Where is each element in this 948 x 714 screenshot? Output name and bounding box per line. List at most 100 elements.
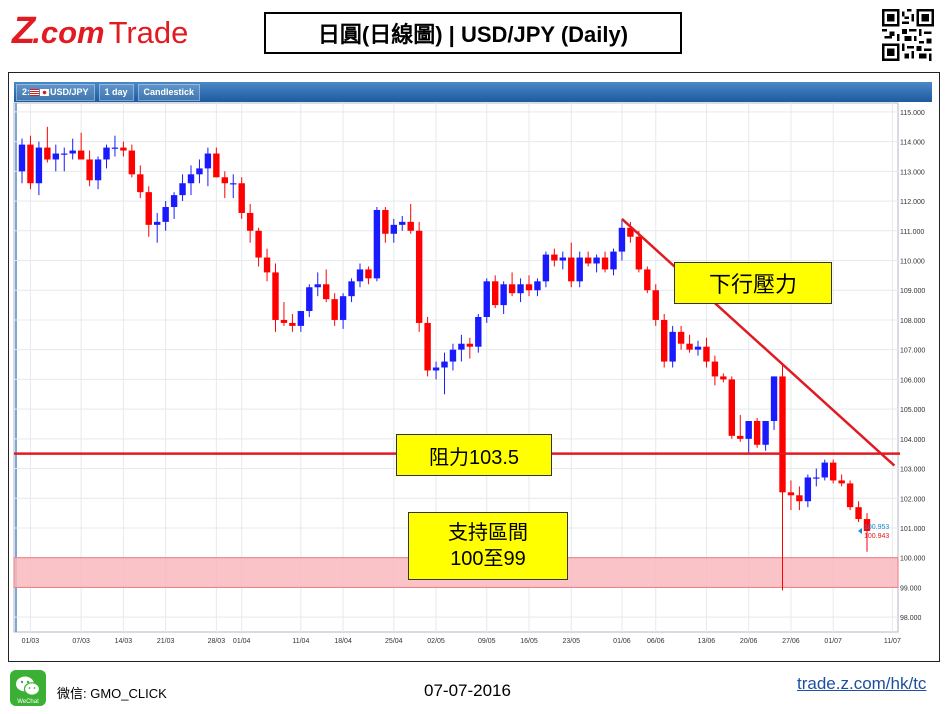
candle-body bbox=[703, 346, 710, 362]
chart-frame bbox=[8, 72, 940, 662]
candle-body bbox=[196, 168, 203, 175]
candle-body bbox=[69, 150, 76, 154]
x-tick-label: 11/04 bbox=[292, 638, 309, 645]
candle-body bbox=[686, 343, 693, 350]
candle-body bbox=[111, 147, 119, 149]
y-tick-label: 106.000 bbox=[900, 377, 925, 384]
y-tick-label: 100.000 bbox=[900, 556, 925, 563]
candle-body bbox=[466, 343, 474, 347]
candle-body bbox=[145, 192, 152, 225]
support-zone-label: 支持區間 100至99 bbox=[408, 512, 568, 580]
website-link[interactable]: trade.z.com/hk/tc bbox=[797, 674, 927, 693]
x-tick-label: 20/06 bbox=[740, 638, 758, 645]
price-marker-icon bbox=[858, 527, 862, 534]
japan-flag-icon bbox=[40, 88, 50, 96]
wechat-id-label: 微信: GMO_CLICK bbox=[57, 686, 167, 701]
candle-body bbox=[483, 281, 490, 317]
period-selector[interactable]: 1 day bbox=[98, 83, 134, 101]
candle-body bbox=[813, 477, 820, 479]
candle-body bbox=[137, 174, 144, 193]
candle-body bbox=[18, 144, 26, 172]
candle-body bbox=[103, 147, 110, 160]
candle-body bbox=[246, 212, 254, 231]
candle-body bbox=[94, 159, 102, 181]
page-title: 日圓(日線圖) | USD/JPY (Daily) bbox=[264, 12, 682, 54]
candle-body bbox=[35, 147, 43, 184]
candle-body bbox=[517, 284, 524, 294]
y-tick-label: 110.000 bbox=[900, 259, 925, 266]
candle-body bbox=[52, 153, 59, 160]
x-tick-label: 21/03 bbox=[157, 638, 175, 645]
candle-body bbox=[162, 207, 169, 222]
candle-body bbox=[863, 519, 871, 531]
support-label-line2: 100至99 bbox=[450, 548, 526, 570]
chart-type-selector[interactable]: Candlestick bbox=[137, 83, 201, 101]
zcom-trade-logo: Z .com Trade bbox=[12, 10, 188, 52]
x-tick-label: 14/03 bbox=[115, 638, 133, 645]
y-tick-label: 98.000 bbox=[900, 615, 922, 622]
candle-body bbox=[644, 269, 651, 291]
y-tick-label: 103.000 bbox=[900, 467, 925, 474]
candle-body bbox=[314, 284, 321, 288]
candle-body bbox=[787, 492, 795, 496]
candle-body bbox=[297, 311, 305, 326]
candle-body bbox=[407, 221, 414, 231]
candle-body bbox=[449, 349, 457, 362]
candle-body bbox=[348, 281, 355, 297]
y-tick-label: 114.000 bbox=[900, 140, 925, 147]
y-tick-label: 111.000 bbox=[900, 229, 924, 236]
candle-body bbox=[238, 183, 245, 213]
candle-body bbox=[263, 257, 271, 273]
candle-body bbox=[415, 230, 423, 323]
candle-body bbox=[170, 195, 178, 208]
candle-body bbox=[441, 361, 448, 368]
downtrend-label: 下行壓力 bbox=[674, 262, 832, 304]
candle-body bbox=[542, 254, 550, 282]
candle-body bbox=[830, 462, 837, 481]
candle-body bbox=[230, 183, 237, 185]
symbol-selector[interactable]: 2: USD/JPY bbox=[16, 83, 95, 101]
candle-body bbox=[390, 224, 397, 234]
x-tick-label: 06/06 bbox=[647, 638, 665, 645]
wechat-icon[interactable]: WeChat bbox=[10, 670, 46, 706]
y-tick-label: 101.000 bbox=[900, 526, 925, 533]
candle-body bbox=[508, 284, 516, 294]
candle-body bbox=[424, 322, 431, 371]
candle-body bbox=[745, 420, 752, 439]
downtrend-line bbox=[621, 217, 896, 467]
candle-body bbox=[635, 236, 643, 270]
candle-body bbox=[804, 477, 812, 502]
candle-body bbox=[720, 376, 727, 380]
candle-body bbox=[500, 284, 507, 306]
ask-price-label: 100.953 bbox=[864, 524, 889, 531]
y-tick-label: 99.000 bbox=[900, 585, 922, 592]
x-tick-label: 01/04 bbox=[233, 638, 251, 645]
y-tick-label: 112.000 bbox=[900, 199, 925, 206]
candle-body bbox=[855, 507, 862, 520]
x-tick-label: 18/04 bbox=[334, 638, 352, 645]
candle-body bbox=[77, 150, 85, 160]
candle-body bbox=[280, 319, 288, 323]
report-date: 07-07-2016 bbox=[424, 681, 511, 700]
candle-body bbox=[821, 462, 828, 478]
x-tick-label: 25/04 bbox=[385, 638, 403, 645]
candle-body bbox=[120, 147, 127, 151]
candle-body bbox=[551, 254, 558, 261]
candle-body bbox=[356, 269, 364, 282]
candle-body bbox=[618, 227, 626, 252]
candle-body bbox=[728, 379, 735, 436]
candle-body bbox=[652, 290, 659, 320]
candle-body bbox=[475, 316, 482, 347]
y-tick-label: 102.000 bbox=[900, 496, 925, 503]
logo-z: Z bbox=[12, 10, 35, 52]
candle-body bbox=[737, 435, 744, 439]
candle-body bbox=[365, 269, 372, 279]
candle-body bbox=[306, 287, 313, 312]
candle-body bbox=[627, 227, 634, 237]
candle-body bbox=[492, 281, 499, 306]
candle-body bbox=[677, 331, 685, 344]
candle-body bbox=[534, 281, 541, 291]
logo-com: .com bbox=[32, 15, 105, 50]
candle-body bbox=[399, 221, 406, 225]
candle-body bbox=[694, 346, 702, 350]
